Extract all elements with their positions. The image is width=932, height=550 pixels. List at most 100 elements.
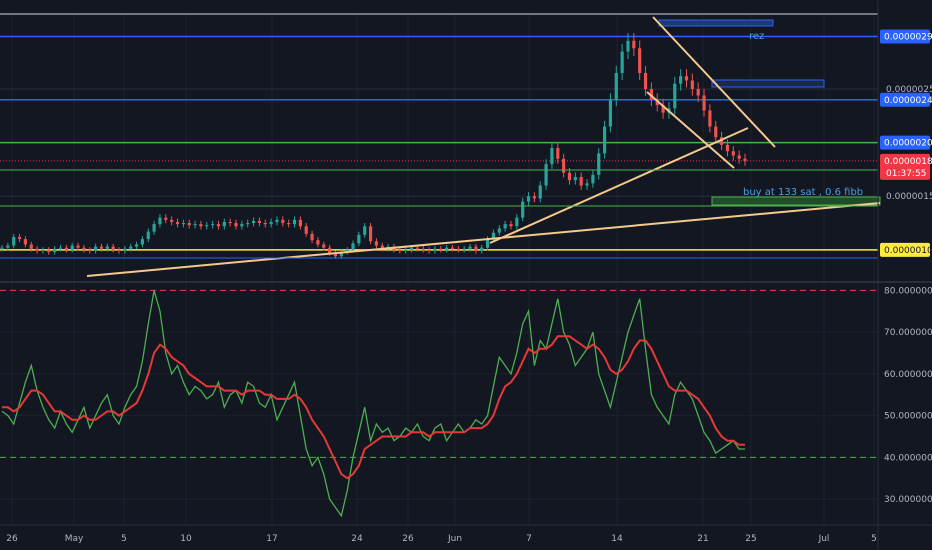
long-support-trendline[interactable] <box>86 202 881 277</box>
current-price-label: 0.00000183 <box>884 157 932 167</box>
indicator-pane[interactable] <box>0 289 878 518</box>
candle-body <box>187 223 191 226</box>
rising-support-trendline[interactable] <box>489 127 749 244</box>
candle-body <box>515 217 519 227</box>
candle-body <box>573 176 577 181</box>
candle-body <box>509 224 513 227</box>
candle-body <box>287 223 291 225</box>
level-price-badge <box>880 29 930 44</box>
candle-body <box>82 247 86 250</box>
candle-body <box>415 247 419 249</box>
indicator-tick-label: 50.00000000 <box>884 412 932 422</box>
candle-body <box>655 99 659 106</box>
candle-body <box>117 249 121 251</box>
candle-body <box>181 223 185 225</box>
candle-body <box>684 76 689 81</box>
candle-body <box>281 219 285 224</box>
candle-body <box>129 246 133 249</box>
buy-zone-box[interactable] <box>711 196 881 206</box>
candle-body <box>585 183 589 186</box>
candle-body <box>591 174 595 184</box>
candle-body <box>339 251 343 257</box>
candle-body <box>708 110 712 127</box>
time-tick-label: 7 <box>526 534 532 544</box>
candle-body <box>328 247 332 254</box>
candle-body <box>199 224 203 227</box>
candle-body <box>409 247 414 250</box>
time-tick-label: Jul <box>818 534 830 544</box>
candle-body <box>433 248 437 251</box>
candle-body <box>234 223 238 227</box>
falling-wedge-lower-line[interactable] <box>646 91 735 169</box>
candle-body <box>193 224 197 226</box>
candle-body <box>275 219 279 222</box>
indicator-tick-label: 80.00000000 <box>884 286 932 296</box>
indicator-tick-label: 30.00000000 <box>884 495 932 505</box>
candle-body <box>357 234 361 244</box>
candle-body <box>550 148 554 165</box>
indicator-series-line <box>2 335 745 480</box>
candle-body <box>257 220 262 224</box>
candle-body <box>29 244 33 249</box>
candle-body <box>123 248 127 251</box>
candle-body <box>480 247 484 251</box>
candle-body <box>679 76 683 84</box>
candle-body <box>602 126 607 154</box>
candle-body <box>111 246 115 250</box>
time-tick-label: 10 <box>180 534 192 544</box>
falling-wedge-upper-line[interactable] <box>652 16 776 148</box>
candle-body <box>47 249 51 252</box>
candle-body <box>404 249 408 251</box>
candle-body <box>304 226 308 234</box>
candle-body <box>731 151 735 156</box>
candle-body <box>567 172 572 181</box>
candle-body <box>99 246 104 249</box>
candle-body <box>544 164 548 186</box>
candle-body <box>322 244 326 248</box>
candle-body <box>158 217 162 225</box>
candle-body <box>333 253 338 257</box>
candle-body <box>597 153 601 175</box>
candle-body <box>35 248 39 251</box>
indicator-series-line <box>1 290 745 518</box>
candle-body <box>720 137 724 145</box>
time-tick-label: Jun <box>447 534 462 544</box>
current-price-badge <box>880 153 930 180</box>
candle-body <box>439 248 443 250</box>
candle-body <box>216 224 221 227</box>
candle-body <box>445 247 449 250</box>
candle-body <box>614 72 618 100</box>
candle-body <box>538 185 542 199</box>
candle-body <box>474 246 478 251</box>
time-tick-label: 21 <box>697 534 708 544</box>
price-pane[interactable]: rez buy at 133 sat , 0.6 fibb <box>0 13 881 277</box>
resistance-box-2[interactable] <box>711 79 825 88</box>
candle-body <box>134 244 139 247</box>
candle-body <box>398 249 402 251</box>
candle-body <box>17 236 22 240</box>
level-price-label: 0.00000299 <box>884 33 932 43</box>
candle-body <box>23 239 27 245</box>
candle-body <box>532 196 536 199</box>
candle-body <box>743 158 747 161</box>
resistance-box[interactable] <box>658 19 774 27</box>
candle-body <box>450 247 455 249</box>
candle-body <box>620 51 624 73</box>
candle-body <box>64 247 68 250</box>
candle-body <box>152 224 156 232</box>
time-tick-label: 14 <box>611 534 623 544</box>
candle-body <box>497 228 501 233</box>
candle-body <box>228 221 232 224</box>
candle-body <box>351 243 355 250</box>
time-axis[interactable]: 26 May 5 10 17 24 26 Jun 7 14 21 25 Jul 5 <box>0 524 932 544</box>
candle-body <box>725 144 730 152</box>
candle-body <box>251 220 256 224</box>
candle-body <box>503 224 507 229</box>
